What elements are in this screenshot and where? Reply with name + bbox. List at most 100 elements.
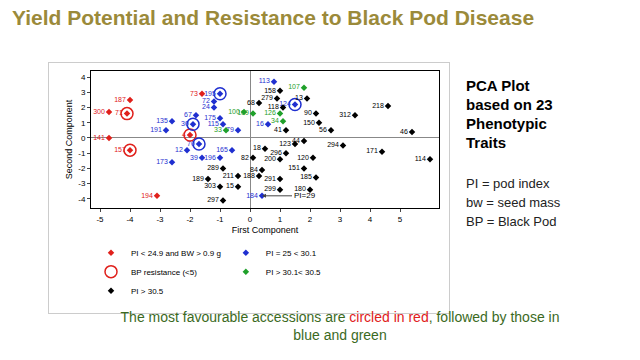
svg-text:165: 165 [216, 146, 228, 153]
svg-text:-2: -2 [186, 215, 194, 224]
html-text:Yield Potential and Resistance: Yield Potential and Resistance to Black … [12, 6, 535, 29]
svg-text:150: 150 [303, 119, 315, 126]
svg-text:39: 39 [190, 154, 198, 161]
svg-text:84: 84 [250, 166, 258, 173]
svg-text:211: 211 [223, 172, 234, 179]
svg-text:158: 158 [264, 87, 276, 94]
svg-text:1: 1 [278, 215, 283, 224]
svg-text:30: 30 [181, 120, 189, 127]
svg-text:171: 171 [366, 147, 378, 154]
svg-text:291: 291 [264, 175, 276, 182]
svg-text:107: 107 [288, 83, 300, 90]
svg-text:218: 218 [372, 102, 384, 109]
svg-text:24: 24 [202, 103, 210, 110]
svg-text:18: 18 [253, 144, 261, 151]
svg-text:157: 157 [114, 146, 126, 153]
svg-text:-4: -4 [78, 195, 86, 204]
svg-text:PI > 30.1< 30.5: PI > 30.1< 30.5 [266, 268, 321, 277]
svg-text:41: 41 [274, 126, 282, 133]
svg-text:184: 184 [246, 192, 258, 199]
svg-text:312: 312 [339, 111, 351, 118]
svg-text:173: 173 [156, 158, 168, 165]
svg-text:Second Component: Second Component [64, 99, 74, 179]
svg-text:151: 151 [288, 164, 300, 171]
svg-text:299: 299 [264, 185, 276, 192]
svg-text:67: 67 [184, 111, 192, 118]
svg-text:15: 15 [226, 182, 234, 189]
svg-text:73: 73 [190, 90, 198, 97]
svg-text:185: 185 [300, 173, 312, 180]
svg-text:44: 44 [292, 137, 300, 144]
svg-text:82: 82 [241, 154, 249, 161]
svg-text:100: 100 [228, 108, 240, 115]
svg-text:0: 0 [81, 134, 86, 143]
svg-text:BP resistance (<5): BP resistance (<5) [131, 268, 197, 277]
svg-text:194: 194 [141, 192, 153, 199]
svg-text:16: 16 [256, 120, 264, 127]
svg-text:4: 4 [182, 131, 186, 138]
svg-text:289: 289 [207, 164, 219, 171]
svg-text:294: 294 [327, 141, 339, 148]
svg-text:-4: -4 [126, 215, 134, 224]
svg-text:-5: -5 [96, 215, 104, 224]
svg-text:-3: -3 [78, 179, 86, 188]
svg-text:PI < 24.9 and BW > 0.9 g: PI < 24.9 and BW > 0.9 g [131, 249, 221, 258]
svg-text:126: 126 [264, 109, 276, 116]
svg-text:79: 79 [226, 126, 234, 133]
svg-text:175: 175 [204, 114, 216, 121]
svg-text:1: 1 [81, 119, 86, 128]
svg-text:68: 68 [247, 99, 255, 106]
svg-text:12: 12 [175, 146, 183, 153]
svg-text:PI > 30.5: PI > 30.5 [131, 287, 164, 296]
svg-text:135: 135 [156, 117, 168, 124]
svg-text:4: 4 [368, 215, 373, 224]
svg-text:-2: -2 [78, 164, 86, 173]
svg-text:180: 180 [294, 185, 306, 192]
svg-text:72: 72 [202, 97, 210, 104]
svg-text:0: 0 [248, 215, 253, 224]
svg-text:-3: -3 [156, 215, 164, 224]
svg-text:71: 71 [115, 109, 123, 116]
svg-text:2: 2 [81, 103, 86, 112]
svg-text:200: 200 [264, 155, 276, 162]
svg-text:141: 141 [93, 134, 105, 141]
html-text:The most favourable accessions: The most favourable accessions are circl… [120, 309, 560, 343]
svg-text:187: 187 [114, 96, 126, 103]
svg-text:3: 3 [81, 88, 86, 97]
svg-text:-1: -1 [78, 149, 86, 158]
svg-text:296: 296 [270, 149, 282, 156]
svg-text:120: 120 [297, 154, 309, 161]
svg-text:4: 4 [81, 73, 86, 82]
html-text:PCA Plot: PCA Plot [466, 77, 530, 94]
svg-text:188: 188 [243, 172, 255, 179]
svg-text:115: 115 [208, 120, 219, 127]
svg-text:70: 70 [187, 140, 195, 147]
svg-text:2: 2 [308, 215, 313, 224]
svg-text:118: 118 [268, 103, 279, 110]
svg-text:90: 90 [304, 109, 312, 116]
svg-text:First Component: First Component [232, 225, 299, 235]
svg-text:56: 56 [319, 126, 327, 133]
svg-text:279: 279 [261, 94, 273, 101]
svg-text:33: 33 [214, 126, 222, 133]
svg-text:PI=29: PI=29 [294, 191, 316, 200]
svg-text:-1: -1 [216, 215, 224, 224]
svg-text:191: 191 [150, 126, 162, 133]
svg-text:5: 5 [398, 215, 403, 224]
svg-text:195: 195 [204, 90, 216, 97]
svg-text:124: 124 [279, 100, 291, 107]
svg-text:303: 303 [204, 182, 216, 189]
svg-text:PI = 25 < 30.1: PI = 25 < 30.1 [266, 249, 317, 258]
svg-text:297: 297 [207, 196, 219, 203]
svg-text:196: 196 [204, 154, 216, 161]
svg-text:13: 13 [295, 94, 303, 101]
svg-text:113: 113 [259, 77, 270, 84]
svg-text:3: 3 [338, 215, 343, 224]
svg-text:300: 300 [93, 108, 105, 115]
svg-text:123: 123 [279, 140, 291, 147]
svg-text:114: 114 [415, 155, 426, 162]
svg-text:109: 109 [237, 109, 249, 116]
svg-text:34: 34 [271, 117, 279, 124]
svg-text:46: 46 [400, 128, 408, 135]
svg-text:189: 189 [192, 175, 204, 182]
